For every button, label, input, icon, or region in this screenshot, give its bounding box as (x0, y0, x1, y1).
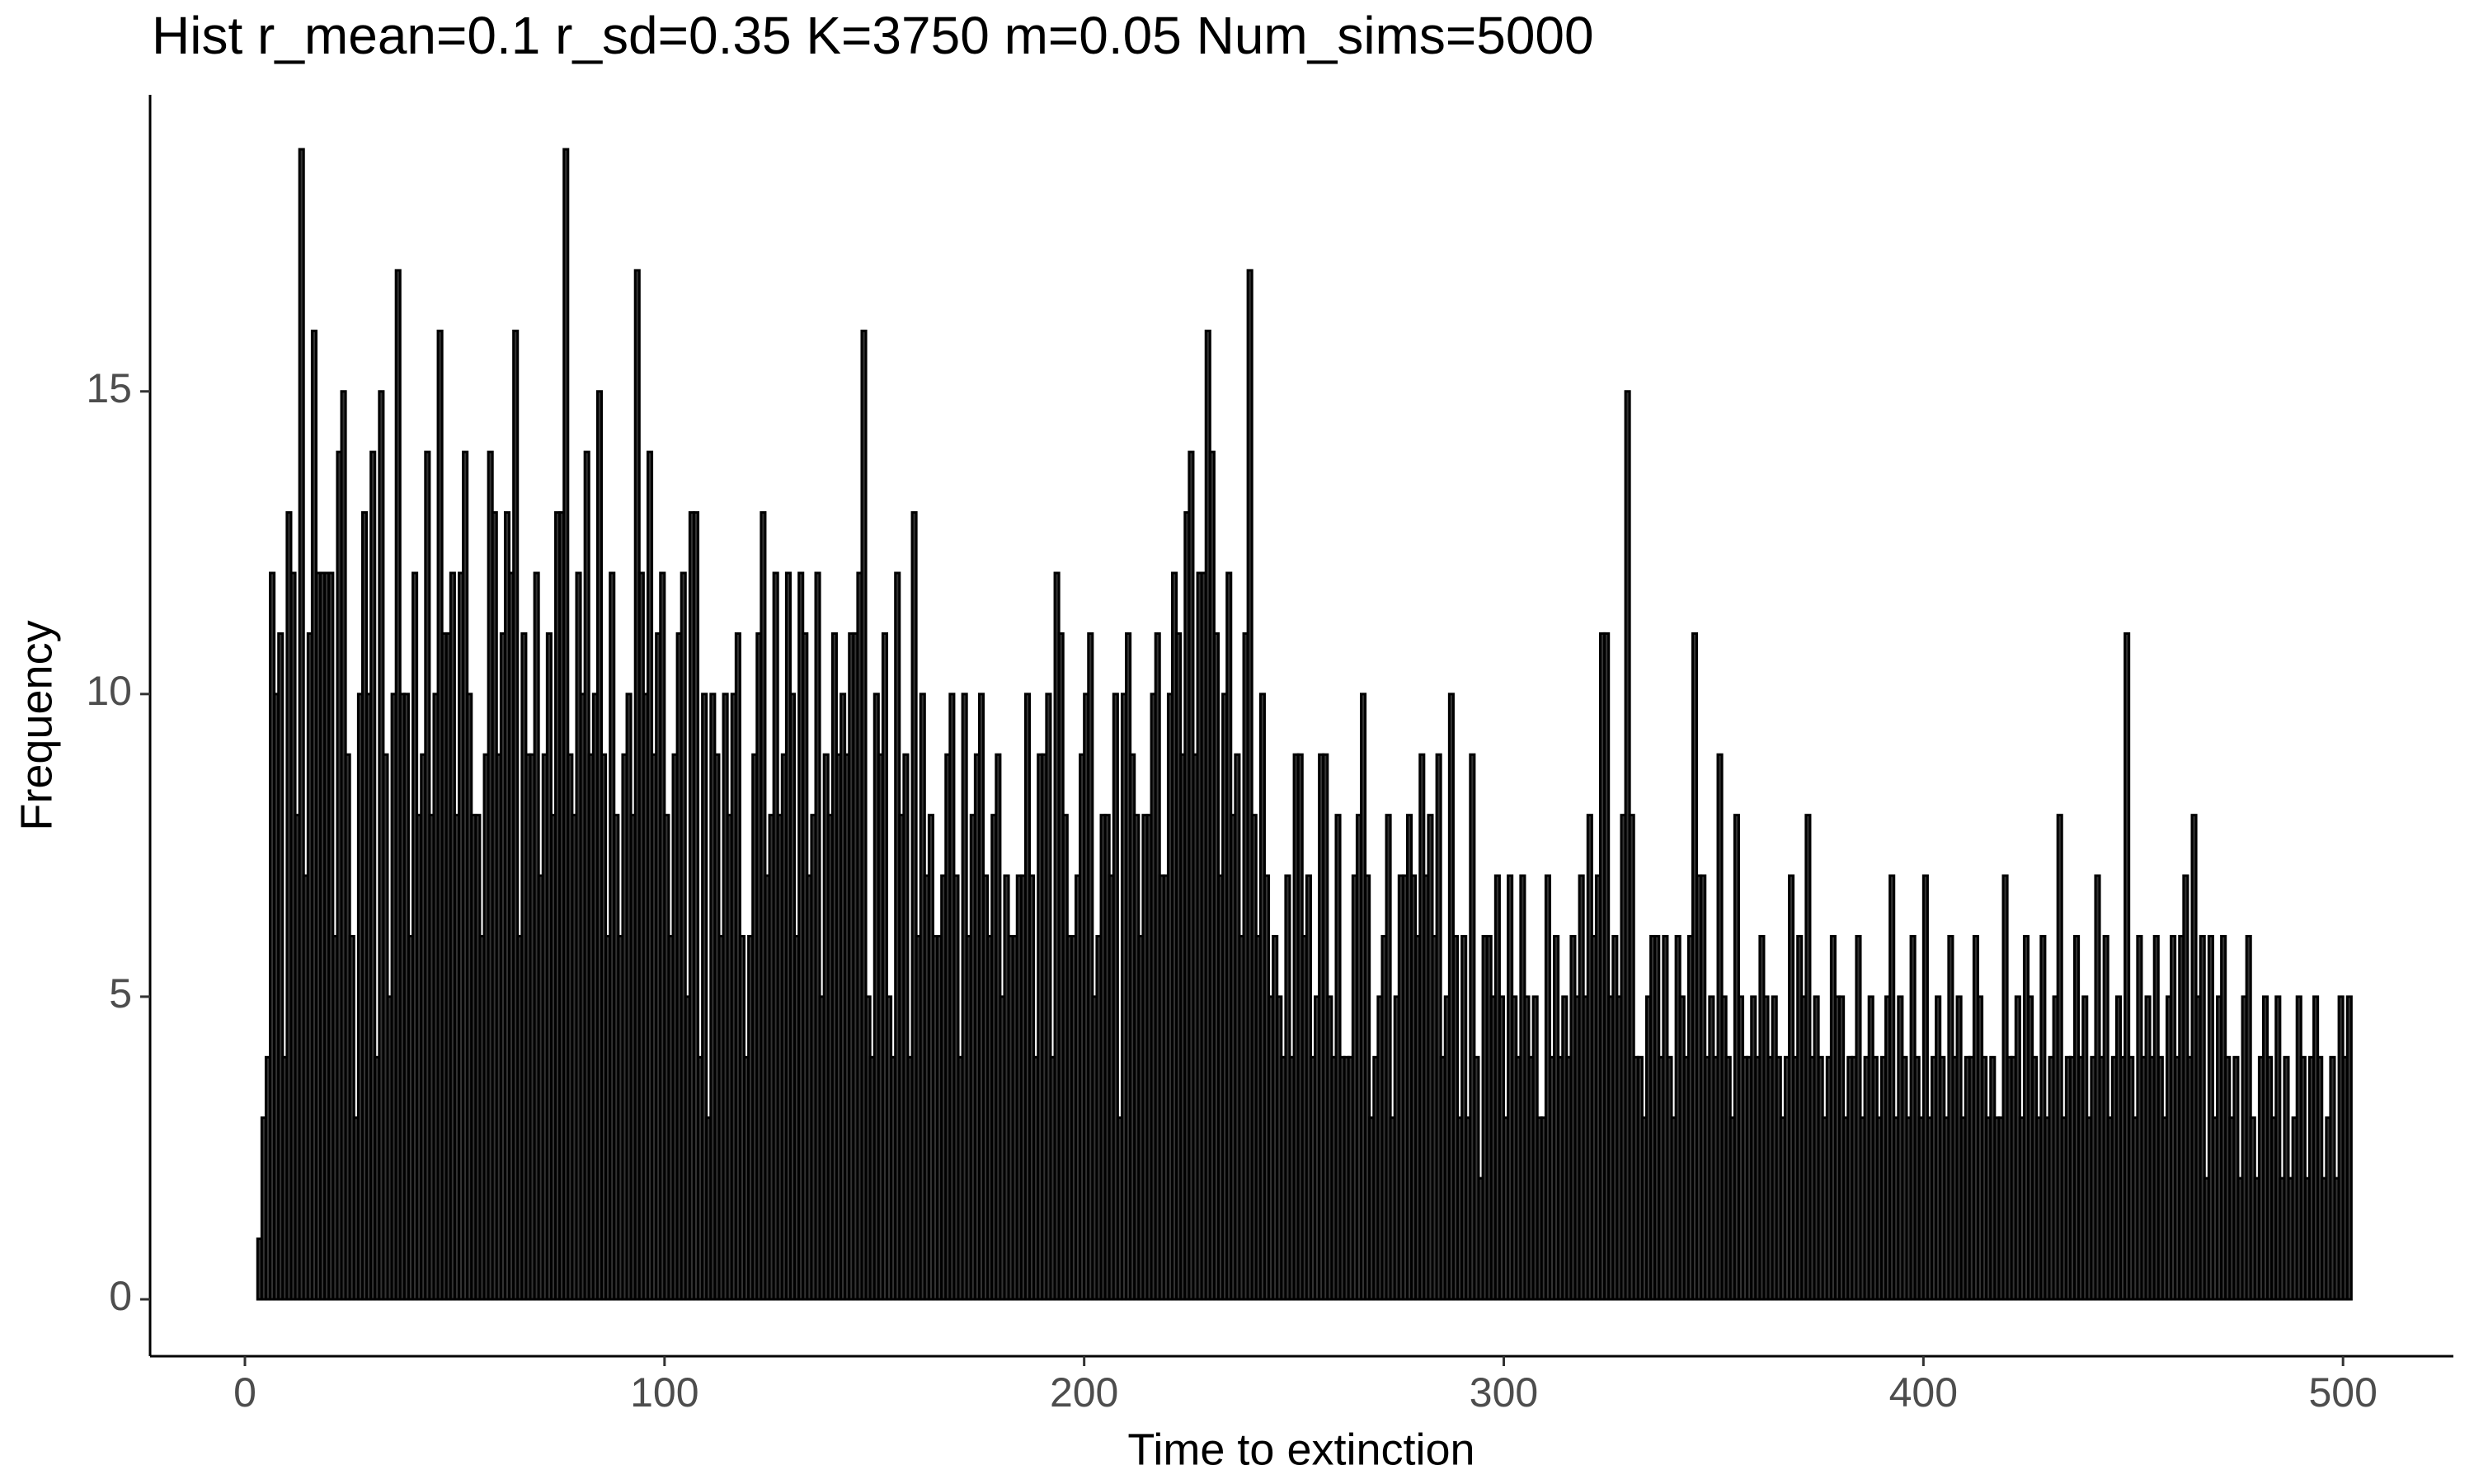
bar (298, 148, 305, 1301)
bar (1246, 269, 1253, 1301)
bar (692, 511, 700, 1301)
bar (1385, 814, 1392, 1301)
bar (680, 571, 687, 1301)
x-axis-label: Time to extinction (1127, 1425, 1475, 1474)
y-tick-label: 15 (86, 365, 132, 411)
bar (902, 753, 910, 1301)
bar (860, 329, 868, 1301)
bar (910, 511, 918, 1301)
bar (1603, 632, 1611, 1301)
x-tick-label: 0 (233, 1369, 256, 1416)
y-tick-label: 5 (109, 970, 132, 1017)
bar (2124, 632, 2131, 1301)
bar (2056, 814, 2063, 1301)
x-tick-label: 500 (2308, 1369, 2377, 1416)
bar (2199, 934, 2206, 1301)
bar (512, 329, 520, 1301)
x-tick-label: 200 (1050, 1369, 1118, 1416)
bar (1112, 693, 1119, 1301)
x-tick-label: 100 (630, 1369, 698, 1416)
bar (277, 632, 285, 1301)
bar (2345, 995, 2353, 1301)
chart-title: Hist r_mean=0.1 r_sd=0.35 K=3750 m=0.05 … (152, 6, 1594, 65)
y-tick-label: 0 (109, 1273, 132, 1319)
bar (369, 450, 377, 1301)
bar (1469, 753, 1476, 1301)
bar (1087, 632, 1094, 1301)
y-tick-label: 10 (86, 668, 132, 714)
bar (1921, 874, 1929, 1301)
bar (701, 693, 708, 1301)
y-axis-label: Frequency (12, 620, 61, 830)
bar (1364, 874, 1371, 1301)
bar (1888, 874, 1896, 1301)
bar (1045, 693, 1052, 1301)
x-tick-label: 300 (1470, 1369, 1538, 1416)
x-tick-label: 400 (1889, 1369, 1958, 1416)
bar (2274, 995, 2282, 1301)
bar (562, 148, 570, 1301)
bar (1435, 753, 1442, 1301)
bar (814, 571, 821, 1301)
bar (881, 632, 889, 1301)
